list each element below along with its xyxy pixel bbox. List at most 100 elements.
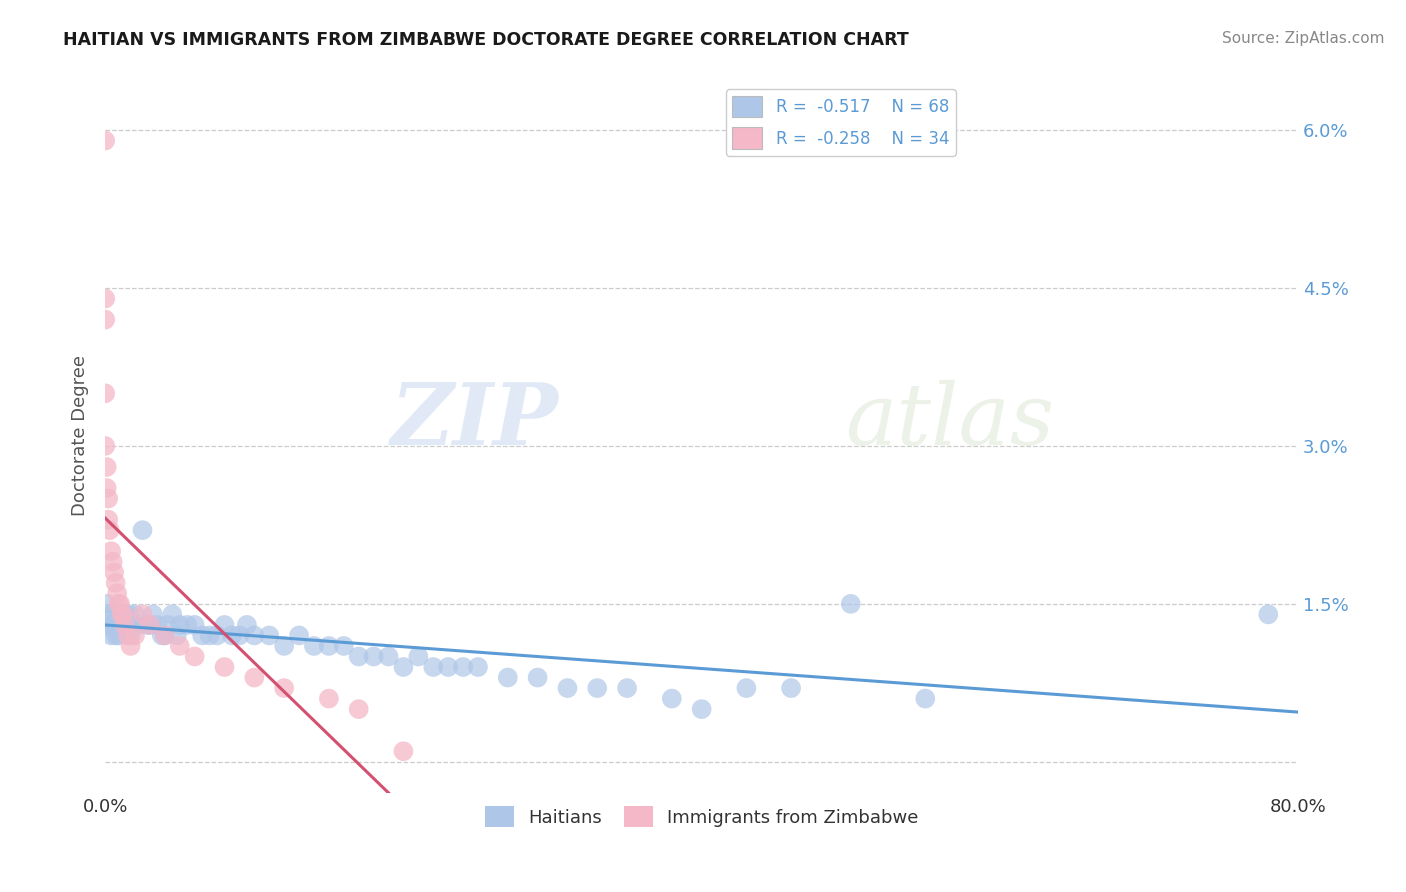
Point [121,618,143,632]
Point [107,597,129,611]
Point [104,575,127,590]
Point [131,523,153,537]
Point [150,628,173,642]
Point [139,618,162,632]
Point [392,744,415,758]
Point [97,491,120,506]
Point [183,649,205,664]
Point [96,460,118,475]
Point [117,628,139,642]
Point [333,639,356,653]
Point [103,618,125,632]
Point [363,649,385,664]
Point [236,618,259,632]
Point [114,618,136,632]
Point [98,607,121,622]
Point [153,628,176,642]
Point [780,681,803,695]
Point [96,481,118,495]
Point [243,628,266,642]
Point [318,691,340,706]
Text: HAITIAN VS IMMIGRANTS FROM ZIMBABWE DOCTORATE DEGREE CORRELATION CHART: HAITIAN VS IMMIGRANTS FROM ZIMBABWE DOCT… [63,31,910,49]
Point [120,628,142,642]
Point [94,439,117,453]
Point [127,618,149,632]
Point [100,544,122,558]
Point [377,649,399,664]
Point [103,566,125,580]
Point [169,618,191,632]
Point [94,134,117,148]
Point [392,660,415,674]
Point [408,649,430,664]
Point [112,607,135,622]
Point [839,597,862,611]
Text: ZIP: ZIP [391,379,558,463]
Text: atlas: atlas [845,380,1054,462]
Point [467,660,489,674]
Point [110,618,132,632]
Point [108,597,131,611]
Point [97,513,120,527]
Point [228,628,250,642]
Y-axis label: Doctorate Degree: Doctorate Degree [72,355,89,516]
Point [105,618,128,632]
Point [526,671,548,685]
Point [156,618,179,632]
Point [131,607,153,622]
Point [422,660,444,674]
Point [221,628,243,642]
Point [437,660,460,674]
Text: Source: ZipAtlas.com: Source: ZipAtlas.com [1222,31,1385,46]
Point [162,607,184,622]
Point [690,702,713,716]
Point [142,607,165,622]
Point [108,607,131,622]
Point [146,618,169,632]
Point [243,671,266,685]
Point [191,628,214,642]
Point [257,628,280,642]
Point [115,618,138,632]
Point [100,628,122,642]
Point [101,555,124,569]
Point [114,607,136,622]
Point [153,628,176,642]
Point [136,618,159,632]
Point [1257,607,1279,622]
Point [94,312,117,326]
Point [914,691,936,706]
Point [273,681,295,695]
Point [302,639,325,653]
Point [205,628,228,642]
Point [118,607,141,622]
Point [496,671,519,685]
Point [101,607,124,622]
Point [98,523,121,537]
Point [273,639,295,653]
Point [139,618,162,632]
Point [94,292,117,306]
Point [94,386,117,401]
Point [318,639,340,653]
Point [97,618,120,632]
Point [183,618,205,632]
Point [104,628,127,642]
Point [198,628,221,642]
Point [120,639,142,653]
Point [616,681,638,695]
Point [451,660,474,674]
Point [586,681,609,695]
Point [735,681,758,695]
Point [117,618,139,632]
Point [124,628,146,642]
Point [557,681,579,695]
Point [107,628,129,642]
Point [169,639,191,653]
Point [661,691,683,706]
Point [110,607,132,622]
Point [166,628,188,642]
Point [105,586,128,600]
Point [288,628,311,642]
Point [214,618,236,632]
